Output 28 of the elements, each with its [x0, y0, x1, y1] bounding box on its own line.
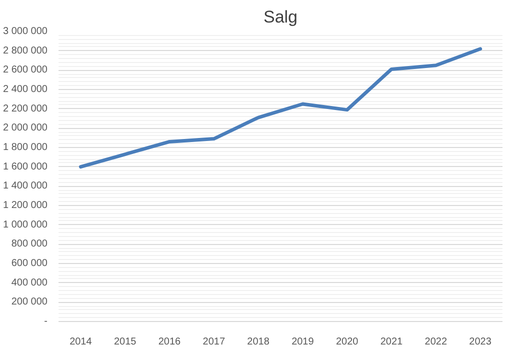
y-tick-label: 400 000 [11, 277, 48, 288]
x-tick-label: 2016 [158, 336, 182, 348]
chart-title: Salg [263, 8, 298, 26]
x-tick-label: 2021 [380, 336, 404, 348]
y-tick-label: 2 000 000 [3, 122, 48, 134]
x-tick-label: 2014 [70, 336, 92, 348]
y-tick-label: 800 000 [11, 238, 48, 250]
y-tick-label: 2 600 000 [3, 64, 48, 76]
y-tick-label: 600 000 [11, 258, 48, 269]
x-tick-label: 2019 [292, 336, 314, 348]
y-tick-label: 2 400 000 [3, 84, 48, 95]
y-tick-label: 1 600 000 [3, 161, 48, 172]
y-tick-label: 2 800 000 [3, 45, 48, 56]
x-tick-label: 2015 [114, 336, 137, 348]
y-tick-label: 1 000 000 [3, 219, 48, 230]
x-tick-label: 2020 [336, 336, 359, 348]
y-tick-label: 1 400 000 [3, 180, 48, 192]
y-tick-label: 1 200 000 [3, 200, 48, 211]
x-tick-label: 2017 [202, 336, 226, 348]
y-tick-label: 2 200 000 [3, 103, 48, 114]
x-tick-label: 2018 [247, 336, 270, 348]
line-series [78, 47, 482, 169]
x-tick-label: 2023 [469, 336, 492, 348]
y-tick-label: 3 000 000 [3, 26, 48, 37]
y-tick-label: 1 800 000 [3, 142, 48, 153]
y-tick-label: - [44, 316, 48, 327]
y-tick-label: 200 000 [11, 296, 48, 308]
x-tick-label: 2022 [424, 336, 448, 348]
